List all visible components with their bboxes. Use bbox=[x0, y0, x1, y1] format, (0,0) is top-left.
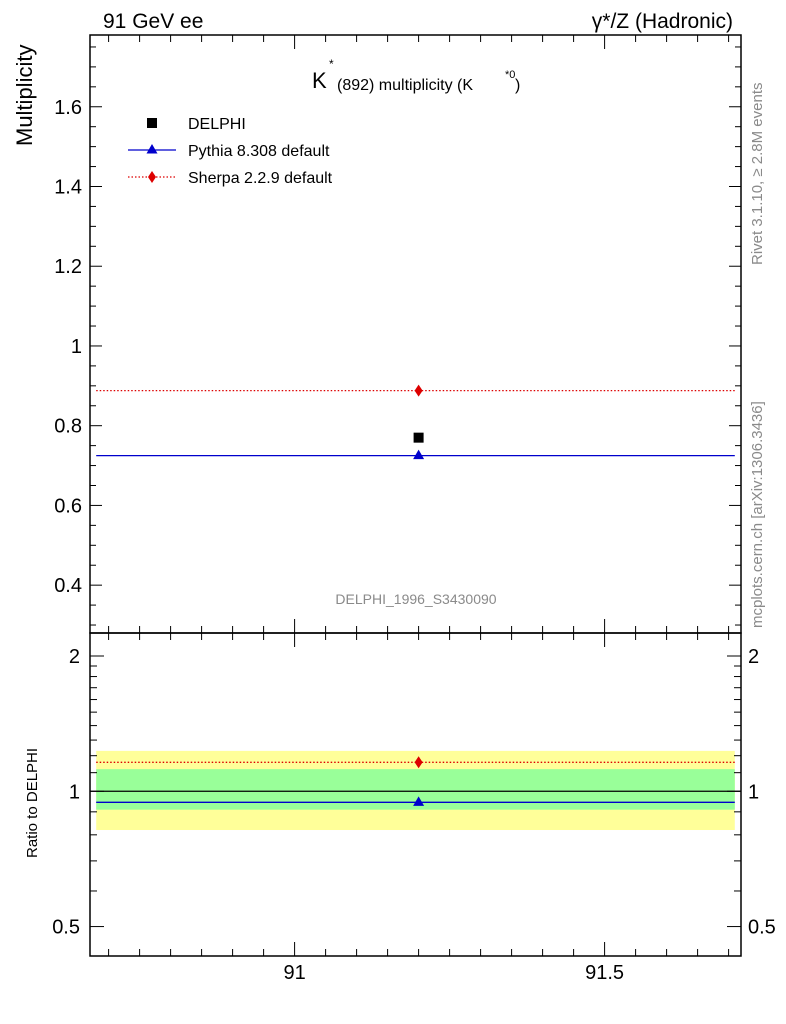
legend-triangle-icon bbox=[146, 144, 158, 154]
ratio-ytick-label: 2 bbox=[69, 646, 80, 668]
legend-label-delphi: DELPHI bbox=[188, 116, 246, 133]
plot-title-sup: *0 bbox=[505, 69, 515, 81]
legend-label-sherpa: Sherpa 2.2.9 default bbox=[188, 170, 333, 187]
main-ytick-label: 1.2 bbox=[54, 256, 82, 278]
main-series bbox=[96, 384, 735, 460]
ratio-ytick-label-right: 1 bbox=[748, 781, 759, 803]
header-right: γ*/Z (Hadronic) bbox=[592, 10, 733, 33]
plot-title-rest: (892) multiplicity (K bbox=[337, 77, 473, 94]
ratio-y-ticks: 0.5 0.5 1 1 2 2 bbox=[52, 646, 776, 939]
main-ytick-label: 1 bbox=[71, 336, 82, 358]
legend-square-icon bbox=[147, 118, 157, 128]
delphi-data-point bbox=[413, 432, 424, 443]
main-ytick-label: 0.8 bbox=[54, 416, 82, 438]
main-ytick-label: 0.6 bbox=[54, 495, 82, 517]
plot-title-k: K bbox=[312, 68, 327, 93]
plot-title: K * (892) multiplicity (K *0 ) bbox=[312, 57, 520, 94]
ratio-frame bbox=[89, 632, 742, 957]
main-y-ticks: 0.4 0.6 0.8 1 1.2 1.4 1.6 bbox=[54, 46, 741, 626]
sherpa-ratio-point bbox=[414, 756, 423, 769]
legend: DELPHI Pythia 8.308 default Sherpa 2.2.9… bbox=[128, 116, 333, 187]
main-panel: 0.4 0.6 0.8 1 1.2 1.4 1.6 bbox=[54, 34, 742, 634]
pythia-point bbox=[413, 449, 425, 460]
rivet-version-label: Rivet 3.1.10, ≥ 2.8M events bbox=[749, 83, 766, 266]
main-x-ticks bbox=[108, 35, 730, 633]
header-left: 91 GeV ee bbox=[103, 10, 203, 33]
main-ytick-label: 1.4 bbox=[54, 176, 82, 198]
xtick-label: 91.5 bbox=[585, 962, 624, 984]
ratio-ytick-label-right: 2 bbox=[748, 646, 759, 668]
ratio-x-ticks: 91 91.5 bbox=[108, 633, 730, 984]
ratio-ytick-label: 0.5 bbox=[52, 917, 80, 939]
analysis-id: DELPHI_1996_S3430090 bbox=[335, 591, 496, 607]
ratio-panel: 91 91.5 0.5 0.5 1 1 2 2 bbox=[52, 632, 776, 984]
pythia-ratio-point bbox=[413, 796, 425, 806]
legend-diamond-icon bbox=[148, 171, 156, 183]
plot-title-star: * bbox=[329, 57, 334, 71]
xtick-label: 91 bbox=[283, 962, 305, 984]
ratio-ytick-label-right: 0.5 bbox=[748, 917, 776, 939]
ratio-ytick-label: 1 bbox=[69, 781, 80, 803]
ratio-ylabel: Ratio to DELPHI bbox=[24, 748, 41, 858]
sherpa-point bbox=[414, 384, 423, 397]
legend-label-pythia: Pythia 8.308 default bbox=[188, 143, 330, 160]
ratio-series bbox=[96, 756, 735, 806]
main-ytick-label: 1.6 bbox=[54, 97, 82, 119]
main-ylabel: Multiplicity bbox=[12, 45, 37, 146]
plot-title-close: ) bbox=[515, 77, 520, 94]
main-ytick-label: 0.4 bbox=[54, 575, 82, 597]
mcplots-label: mcplots.cern.ch [arXiv:1306.3436] bbox=[749, 401, 766, 628]
